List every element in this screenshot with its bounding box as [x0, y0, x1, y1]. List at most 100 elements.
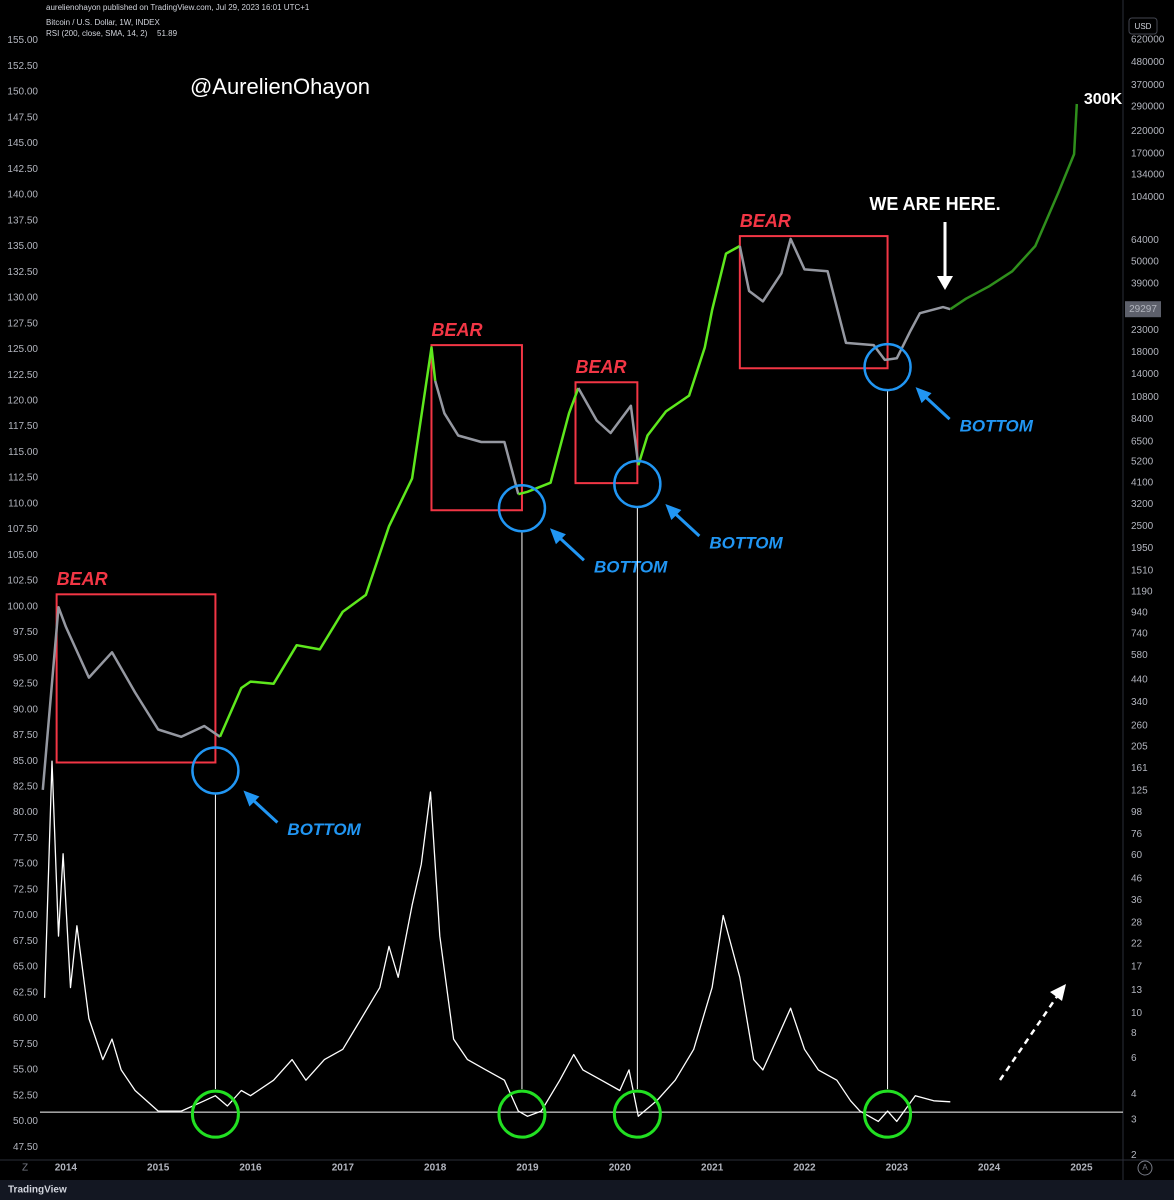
y2-tick-label: 4100	[1131, 477, 1154, 488]
y2-tick-label: 2	[1131, 1150, 1137, 1161]
y-tick-label: 90.00	[13, 704, 38, 715]
y2-tick-label: 220000	[1131, 126, 1165, 137]
y-tick-label: 145.00	[7, 138, 38, 149]
y2-tick-label: 5200	[1131, 456, 1154, 467]
bear-box	[430, 344, 523, 512]
y2-tick-label: 3	[1131, 1114, 1137, 1125]
y2-tick-label: 6500	[1131, 437, 1154, 448]
handle: @AurelienOhayon	[190, 74, 370, 99]
bottom-arrowhead	[243, 790, 260, 807]
y2-tick-label: 60	[1131, 850, 1143, 861]
y2-tick-label: 50000	[1131, 257, 1159, 268]
y2-tick-label: 10	[1131, 1008, 1143, 1019]
y-tick-label: 122.50	[7, 370, 38, 381]
y2-tick-label: 440	[1131, 674, 1148, 685]
y-tick-label: 47.50	[13, 1142, 38, 1153]
x-tick-label: 2025	[1070, 1163, 1093, 1174]
y-tick-label: 110.00	[8, 498, 38, 509]
y-tick-label: 97.50	[13, 627, 38, 638]
y2-tick-label: 4	[1131, 1089, 1137, 1100]
y-tick-label: 132.50	[7, 267, 38, 278]
bottom-label: BOTTOM	[287, 820, 361, 839]
y2-tick-label: 340	[1131, 697, 1148, 708]
bottom-label: BOTTOM	[709, 533, 783, 552]
y2-tick-label: 17	[1131, 961, 1143, 972]
bottom-arrow	[672, 510, 701, 538]
y2-tick-label: 620000	[1131, 35, 1165, 46]
y-tick-label: 130.00	[7, 293, 38, 304]
y-tick-label: 147.50	[7, 112, 38, 123]
y-tick-label: 75.00	[13, 859, 38, 870]
footer-bar	[0, 1180, 1174, 1200]
rsi-bottom-circle	[497, 1089, 547, 1139]
y2-tick-label: 18000	[1131, 347, 1159, 358]
bottom-arrow	[250, 797, 279, 824]
we-are-here: WE ARE HERE.	[869, 194, 1000, 214]
price-series-name: Bitcoin / U.S. Dollar, 1W, INDEX	[46, 18, 160, 27]
footer-logo-text[interactable]: TradingView	[8, 1185, 67, 1196]
y2-tick-label: 740	[1131, 628, 1148, 639]
y-tick-label: 117.50	[8, 421, 38, 432]
y-tick-label: 85.00	[13, 756, 38, 767]
y2-tick-label: 8400	[1131, 414, 1154, 425]
x-tick-label: 2019	[516, 1163, 539, 1174]
y2-tick-label: 10800	[1131, 392, 1159, 403]
y-tick-label: 115.00	[8, 447, 38, 458]
price-line	[517, 387, 580, 496]
y-tick-label: 50.00	[13, 1116, 38, 1127]
y2-tick-label: 170000	[1131, 149, 1165, 160]
y-tick-label: 72.50	[13, 884, 38, 895]
target-label: 300K	[1084, 91, 1123, 108]
price-line	[41, 605, 221, 791]
rsi-series-name: RSI (200, close, SMA, 14, 2)	[46, 29, 148, 38]
zoom-button[interactable]: Z	[22, 1163, 28, 1174]
last-price: 29297	[1129, 304, 1157, 315]
x-tick-label: 2021	[701, 1163, 724, 1174]
bottom-arrowhead	[915, 387, 932, 404]
y2-tick-label: 1190	[1131, 586, 1153, 597]
y2-tick-label: 13	[1131, 985, 1143, 996]
auto-scale-button[interactable]	[1137, 1160, 1153, 1176]
y2-tick-label: 23000	[1131, 325, 1159, 336]
y2-tick-label: 22	[1131, 939, 1143, 950]
currency-box[interactable]	[1128, 17, 1158, 35]
rsi-bottom-circle	[612, 1089, 662, 1139]
y-tick-label: 140.00	[7, 190, 38, 201]
y-tick-label: 77.50	[13, 833, 38, 844]
price-line	[637, 244, 741, 466]
arrowhead	[937, 276, 953, 290]
y-tick-label: 107.50	[7, 524, 38, 535]
x-tick-label: 2016	[239, 1163, 262, 1174]
y2-tick-label: 1950	[1131, 543, 1154, 554]
y2-tick-label: 8	[1131, 1028, 1137, 1039]
bottom-arrowhead	[665, 503, 682, 520]
y-tick-label: 127.50	[7, 318, 38, 329]
bear-label: BEAR	[740, 211, 791, 231]
bottom-label: BOTTOM	[960, 417, 1034, 436]
currency[interactable]: USD	[1135, 22, 1152, 31]
y2-tick-label: 205	[1131, 742, 1148, 753]
x-tick-label: 2014	[55, 1163, 78, 1174]
bottom-label: BOTTOM	[594, 558, 668, 577]
y-tick-label: 62.50	[13, 987, 38, 998]
bottom-arrowhead	[549, 528, 566, 545]
y2-tick-label: 28	[1131, 917, 1143, 928]
y-tick-label: 152.50	[7, 61, 38, 72]
y-tick-label: 142.50	[7, 164, 38, 175]
bear-label: BEAR	[57, 569, 108, 589]
y-tick-label: 70.00	[13, 910, 38, 921]
published: aurelienohayon published on TradingView.…	[46, 3, 310, 12]
bottom-circle	[863, 342, 912, 392]
y2-tick-label: 580	[1131, 650, 1148, 661]
bottom-arrow	[556, 535, 585, 562]
price-line	[218, 346, 437, 738]
bear-box	[738, 235, 889, 370]
rsi-bottom-circle	[190, 1089, 240, 1139]
auto-scale-label[interactable]: A	[1142, 1163, 1148, 1172]
bear-label: BEAR	[575, 357, 626, 377]
y-tick-label: 55.00	[13, 1065, 38, 1076]
y-tick-label: 100.00	[7, 601, 38, 612]
x-tick-label: 2022	[793, 1163, 816, 1174]
